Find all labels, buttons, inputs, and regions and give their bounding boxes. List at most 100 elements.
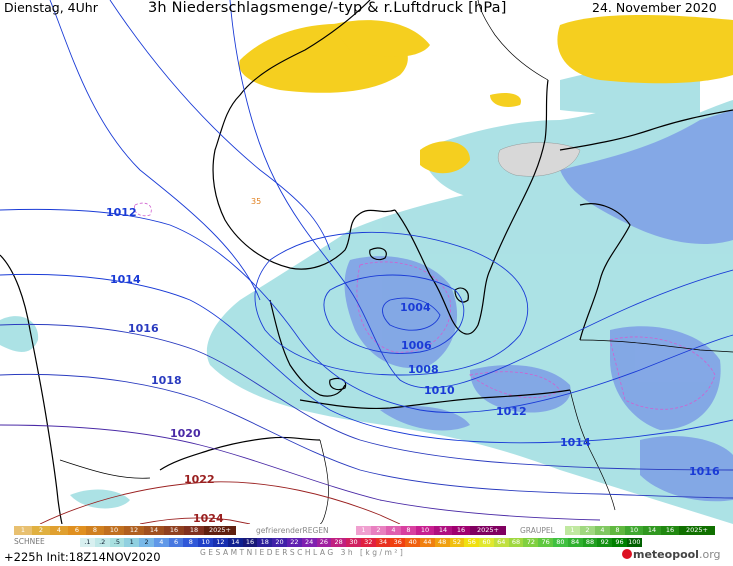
total-precip-swatch: 60 bbox=[479, 538, 494, 547]
graupel-scale: 1 2 4 8 10 14 16 2025+ bbox=[565, 526, 715, 535]
total-precip-swatch: 20 bbox=[272, 538, 287, 547]
total-precip-swatch: 44 bbox=[419, 538, 435, 547]
rain-moderate-areas bbox=[344, 110, 733, 502]
total-precip-swatch: 18 bbox=[257, 538, 273, 547]
isobars bbox=[0, 0, 733, 524]
total-precip-swatch: 12 bbox=[213, 538, 228, 547]
isobar-1018 bbox=[0, 373, 733, 499]
isobar-label-1022: 1022 bbox=[184, 473, 215, 486]
total-precip-swatch: 14 bbox=[227, 538, 243, 547]
total-precip-swatch: 28 bbox=[331, 538, 347, 547]
isobar-label-1020: 1020 bbox=[170, 427, 201, 440]
isobar-label-1014b: 1014 bbox=[560, 436, 591, 449]
total-precip-swatch: 34 bbox=[375, 538, 391, 547]
isobar-label-1014: 1014 bbox=[110, 273, 141, 286]
isobar-1014 bbox=[0, 273, 733, 444]
isobar-label-1018: 1018 bbox=[151, 374, 182, 387]
total-precip-swatch: 68 bbox=[508, 538, 524, 547]
precipitation-map: 1004 1006 1008 1010 1012 1012 1014 1014 … bbox=[0, 0, 733, 524]
total-precip-swatch: 10 bbox=[198, 538, 214, 547]
isobar-1012-north bbox=[109, 0, 331, 251]
isobar-label-1012: 1012 bbox=[106, 206, 137, 219]
legend: 1 2 4 6 8 10 12 14 16 18 2025+ gefrieren… bbox=[0, 524, 733, 566]
isobar-1024 bbox=[139, 517, 251, 524]
isobar-1020 bbox=[0, 424, 601, 521]
graupel-title: GRAUPEL bbox=[520, 526, 555, 535]
fr-swatch: 2025+ bbox=[470, 526, 506, 535]
isobar-1006 bbox=[323, 274, 465, 354]
gr-swatch: 16 bbox=[661, 526, 679, 535]
isobar-label-1010: 1010 bbox=[424, 384, 455, 397]
dashed-precip-contours bbox=[133, 202, 716, 410]
total-precip-swatch: 22 bbox=[286, 538, 302, 547]
total-precip-title: GESAMTNIEDERSCHLAG 3h [kg/m²] bbox=[200, 548, 406, 557]
country-borders bbox=[59, 0, 733, 524]
mix-swatch: 1 bbox=[14, 526, 32, 535]
total-precip-swatch: 2 bbox=[139, 538, 154, 547]
fr-swatch: 16 bbox=[452, 526, 470, 535]
isobar-1004 bbox=[382, 297, 441, 331]
isobar-label-1004: 1004 bbox=[400, 301, 431, 314]
fr-swatch: 10 bbox=[416, 526, 434, 535]
isobar-1022 bbox=[39, 481, 401, 524]
total-precip-swatch: 30 bbox=[346, 538, 361, 547]
freezing-rain-scale: 1 2 4 8 10 14 16 2025+ bbox=[356, 526, 506, 535]
total-precip-scale: .1.2.5 1 2 4 6 8 10 12 14 16 18 20 22 24 26 28 30 32 34 36 4… bbox=[80, 538, 642, 547]
mix-swatch: 14 bbox=[144, 526, 164, 535]
total-precip-swatch: .1 bbox=[80, 538, 95, 547]
total-precip-swatch: 96 bbox=[612, 538, 627, 547]
isobar-label-1016b: 1016 bbox=[689, 465, 720, 478]
mix-swatch: 4 bbox=[50, 526, 68, 535]
isobar-1014-north bbox=[49, 0, 261, 301]
isobar-1012 bbox=[0, 208, 733, 414]
header-date: Dienstag, 4Uhr bbox=[4, 0, 98, 15]
snow-areas bbox=[239, 15, 733, 174]
total-precip-swatch: 8 bbox=[183, 538, 199, 547]
total-precip-swatch: 4 bbox=[153, 538, 169, 547]
total-precip-swatch: 16 bbox=[242, 538, 258, 547]
total-precip-swatch: 48 bbox=[434, 538, 450, 547]
gr-swatch: 14 bbox=[643, 526, 661, 535]
total-precip-swatch: 52 bbox=[449, 538, 465, 547]
header-full-date: 24. November 2020 bbox=[592, 0, 717, 15]
gr-swatch: 8 bbox=[610, 526, 625, 535]
isobar-label-1008: 1008 bbox=[408, 363, 439, 376]
total-precip-swatch: 64 bbox=[493, 538, 509, 547]
gr-swatch: 2025+ bbox=[679, 526, 715, 535]
map-title: 3h Niederschlagsmenge/-typ & r.Luftdruck… bbox=[148, 0, 507, 16]
total-precip-swatch: 36 bbox=[390, 538, 406, 547]
coastlines bbox=[0, 0, 733, 524]
logo-suffix: .org bbox=[698, 548, 721, 561]
isobar-1016 bbox=[0, 323, 733, 471]
total-precip-swatch: 56 bbox=[464, 538, 480, 547]
run-info: +225h Init:18Z14NOV2020 bbox=[4, 550, 161, 564]
gr-swatch: 4 bbox=[595, 526, 610, 535]
logo-text: meteopool bbox=[633, 548, 699, 561]
mix-swatch: 8 bbox=[86, 526, 104, 535]
fr-swatch: 14 bbox=[434, 526, 452, 535]
total-precip-swatch: 26 bbox=[316, 538, 332, 547]
isobar-label-1012b: 1012 bbox=[496, 405, 527, 418]
gr-swatch: 2 bbox=[580, 526, 595, 535]
total-precip-swatch: 88 bbox=[582, 538, 598, 547]
mix-swatch: 16 bbox=[164, 526, 184, 535]
isobar-1010 bbox=[229, 0, 733, 389]
total-precip-swatch: .2 bbox=[94, 538, 110, 547]
total-precip-swatch: 80 bbox=[553, 538, 568, 547]
logo-icon bbox=[622, 549, 632, 559]
fr-swatch: 1 bbox=[356, 526, 371, 535]
fr-swatch: 8 bbox=[401, 526, 416, 535]
mix-swatch: 18 bbox=[184, 526, 204, 535]
total-precip-swatch: 40 bbox=[405, 538, 420, 547]
meteopool-logo[interactable]: meteopool.org bbox=[622, 548, 721, 561]
total-precip-swatch: 76 bbox=[538, 538, 553, 547]
mix-swatch: 2 bbox=[32, 526, 50, 535]
total-precip-swatch: 6 bbox=[168, 538, 184, 547]
total-precip-swatch: 72 bbox=[523, 538, 539, 547]
total-precip-swatch: 84 bbox=[567, 538, 583, 547]
total-precip-swatch: .5 bbox=[109, 538, 125, 547]
mix-scale: 1 2 4 6 8 10 12 14 16 18 2025+ bbox=[14, 526, 236, 535]
total-precip-swatch: 24 bbox=[301, 538, 317, 547]
fr-swatch: 4 bbox=[386, 526, 401, 535]
